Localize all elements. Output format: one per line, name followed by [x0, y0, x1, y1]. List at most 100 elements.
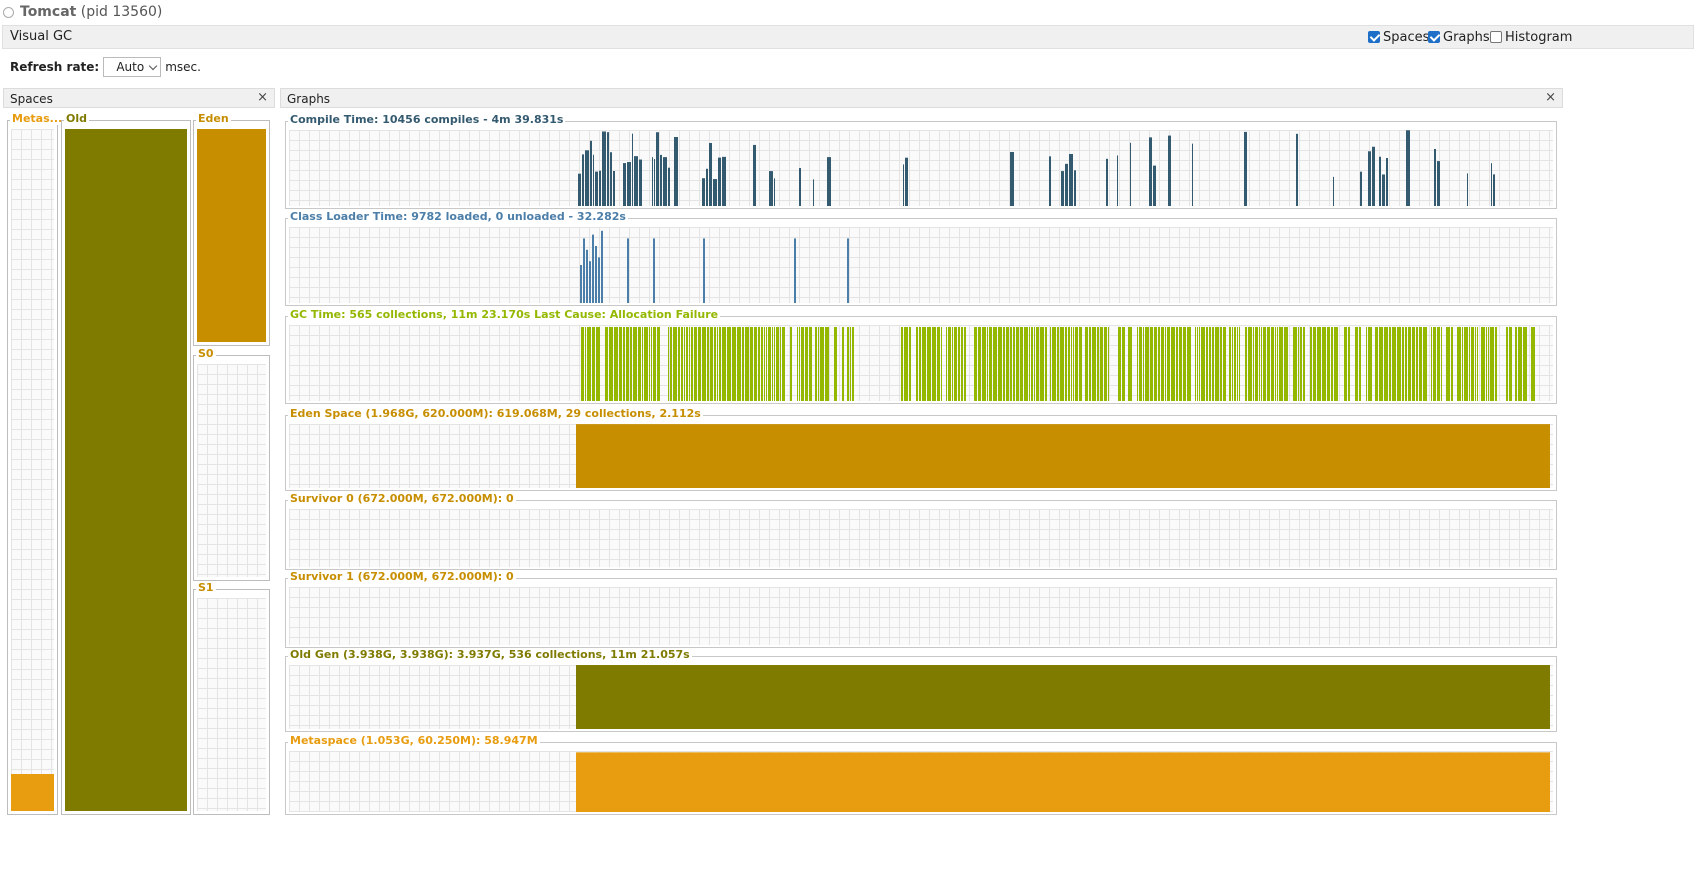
- graph-class-loader-plot: [289, 227, 1553, 303]
- graph-gc-bar: [1075, 327, 1078, 401]
- graph-gc-bar: [1220, 327, 1222, 401]
- graphs-checkbox[interactable]: [1428, 31, 1440, 43]
- graph-compile-bar: [1153, 165, 1156, 206]
- graph-compile-bar: [632, 133, 633, 206]
- space-old: Old: [61, 112, 191, 815]
- graph-compile-bar: [1244, 131, 1247, 206]
- graph-gc-bar: [649, 327, 650, 401]
- graph-gc-bar: [727, 327, 731, 401]
- graph-gc-bar: [1389, 327, 1391, 401]
- graph-gc-bar: [1423, 327, 1427, 401]
- spaces-checkbox[interactable]: [1368, 31, 1380, 43]
- graph-gc-time-plot: [289, 325, 1553, 401]
- graph-gc-bar: [1471, 327, 1474, 401]
- graph-gc-bar: [834, 327, 837, 401]
- visual-gc-toolbar: Visual GC Spaces Graphs Histogram: [2, 25, 1694, 49]
- spaces-toggle[interactable]: Spaces: [1368, 30, 1429, 45]
- graph-classloader-bar: [586, 249, 588, 303]
- graph-gc-bar: [609, 327, 613, 401]
- graph-gc-bar: [998, 327, 1002, 401]
- graph-gc-bar: [1384, 327, 1388, 401]
- graph-gc-bar: [691, 327, 693, 401]
- graph-gc-bar: [702, 327, 706, 401]
- histogram-checkbox[interactable]: [1490, 31, 1502, 43]
- graph-gc-bar: [964, 327, 966, 401]
- app-name: Tomcat: [20, 4, 77, 20]
- graph-classloader-bar: [598, 257, 600, 303]
- graph-gc-bar: [596, 327, 600, 401]
- graph-gc-bar: [732, 327, 736, 401]
- graph-gc-bar: [1212, 327, 1214, 401]
- graph-gc-bar: [1100, 327, 1103, 401]
- graph-gc-bar: [1137, 327, 1138, 401]
- graphs-toggle[interactable]: Graphs: [1428, 30, 1490, 45]
- close-icon[interactable]: ×: [257, 90, 268, 105]
- graph-gc-bar: [581, 327, 584, 401]
- graph-compile-bar: [1061, 171, 1064, 206]
- graph-gc-bar: [764, 327, 765, 401]
- refresh-rate-row: Refresh rate: Auto msec.: [10, 56, 201, 78]
- space-old-area: [65, 129, 187, 811]
- window-title-bar: Tomcat (pid 13560): [0, 0, 1701, 24]
- graph-compile-bar: [774, 178, 775, 206]
- graph-gc-bar: [1085, 327, 1088, 401]
- graph-label-survivor-0: Survivor 0 (672.000M, 672.000M): 0: [288, 492, 516, 505]
- graph-gc-bar: [1331, 327, 1333, 401]
- graph-gc-bar: [927, 327, 931, 401]
- graph-gc-bar: [901, 327, 903, 401]
- graph-compile-bar: [1368, 151, 1371, 206]
- graph-compile-bar: [674, 136, 678, 206]
- graph-gc-bar: [1271, 327, 1274, 401]
- close-icon[interactable]: ×: [1545, 90, 1556, 105]
- graph-compile-bar: [713, 179, 717, 206]
- graph-gc-bar: [1334, 327, 1338, 401]
- graph-gc-bar: [750, 327, 753, 401]
- graph-gc-bar: [1145, 327, 1149, 401]
- graph-compile-bar: [1382, 174, 1385, 206]
- space-metaspace-fill: [11, 773, 54, 811]
- graph-compile-bar: [799, 168, 801, 206]
- graph-gc-bar: [710, 327, 713, 401]
- space-label-old: Old: [64, 112, 89, 125]
- graph-gc-bar: [815, 327, 817, 401]
- space-label-s0: S0: [196, 347, 216, 360]
- graph-gc-bar: [1431, 327, 1432, 401]
- graph-gc-bar: [653, 327, 656, 401]
- graph-label-survivor-1: Survivor 1 (672.000M, 672.000M): 0: [288, 570, 516, 583]
- spaces-panel-title: Spaces: [10, 92, 53, 106]
- refresh-rate-select[interactable]: Auto: [103, 57, 162, 77]
- graph-gc-bar: [1057, 327, 1059, 401]
- graph-compile-bar: [585, 150, 589, 206]
- graph-gc-bar: [642, 327, 643, 401]
- graph-compile-bar: [599, 170, 601, 206]
- graph-class-loader: Class Loader Time: 9782 loaded, 0 unload…: [285, 210, 1557, 306]
- graph-gc-bar: [1313, 327, 1316, 401]
- graph-compile-bar: [1065, 163, 1068, 206]
- graph-compile-bar: [1049, 156, 1051, 206]
- graph-gc-bar: [809, 327, 812, 401]
- graph-gc-bar: [587, 327, 591, 401]
- graph-gc-bar: [1253, 327, 1254, 401]
- graph-gc-bar: [689, 327, 690, 401]
- graph-compile-bar: [1437, 161, 1440, 206]
- histogram-toggle[interactable]: Histogram: [1490, 30, 1572, 45]
- graph-gc-bar: [1034, 327, 1035, 401]
- graph-classloader-bar: [595, 246, 597, 303]
- graph-compile-bar: [1372, 146, 1375, 206]
- graph-compile-bar: [595, 171, 598, 206]
- graph-gc-bar: [1359, 327, 1361, 401]
- graph-gc-bar: [1206, 327, 1208, 401]
- graph-gc-bar: [1506, 327, 1508, 401]
- graph-gc-bar: [1143, 327, 1144, 401]
- graph-gc-bar: [1201, 327, 1205, 401]
- graph-compile-bar: [582, 154, 584, 206]
- graph-gc-bar: [1031, 327, 1033, 401]
- graph-gc-bar: [1255, 327, 1258, 401]
- graph-gc-bar: [1486, 327, 1487, 401]
- space-s0: S0: [193, 347, 270, 581]
- graph-label-old-gen: Old Gen (3.938G, 3.938G): 3.937G, 536 co…: [288, 648, 692, 661]
- graph-compile-bar: [652, 157, 653, 206]
- graph-gc-bar: [1073, 327, 1074, 401]
- graph-gc-bar: [1375, 327, 1378, 401]
- graph-gc-bar: [1197, 327, 1198, 401]
